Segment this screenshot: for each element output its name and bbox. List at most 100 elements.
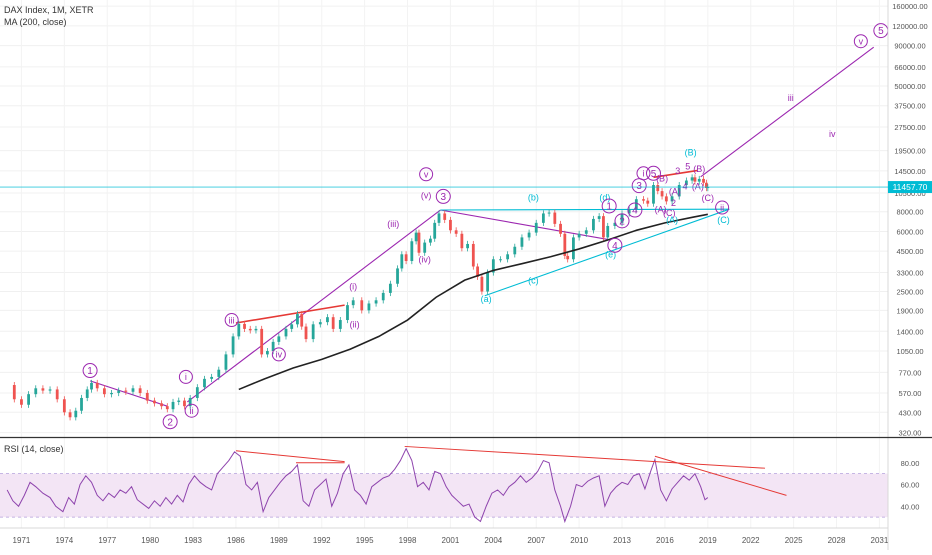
symbol-title[interactable]: DAX Index, 1M, XETR xyxy=(4,5,94,15)
wave-circle xyxy=(715,200,730,215)
candle-body xyxy=(404,254,408,262)
candle-body xyxy=(429,238,432,243)
candle-body xyxy=(410,241,414,262)
wave-label: 2 xyxy=(167,417,173,428)
wave-label: (b) xyxy=(528,192,539,202)
rsi-legend[interactable]: RSI (14, close) xyxy=(4,444,64,454)
price-tick-label: 1400.00 xyxy=(896,327,923,336)
time-tick-label: 2025 xyxy=(785,536,803,545)
time-tick-label: 1998 xyxy=(399,536,417,545)
candle-body xyxy=(566,255,570,260)
candle-body xyxy=(690,177,694,181)
rsi-trend-line xyxy=(654,455,787,496)
last-price-box xyxy=(888,181,932,194)
candle-body xyxy=(471,243,475,267)
candle-body xyxy=(237,323,241,337)
candle-body xyxy=(27,394,30,405)
candle-body xyxy=(602,216,605,238)
candle-body xyxy=(367,303,371,311)
candle-body xyxy=(646,200,650,204)
candle-body xyxy=(704,182,708,189)
wave-label: (iii) xyxy=(387,219,399,229)
candle-body xyxy=(300,314,304,327)
candle-body xyxy=(620,213,624,223)
price-tick-label: 1050.00 xyxy=(896,347,923,356)
price-tick-label: 4500.00 xyxy=(896,247,923,256)
wave-circle xyxy=(271,347,286,362)
wave-circle xyxy=(184,403,199,418)
candle-body xyxy=(513,246,517,255)
candle-body xyxy=(271,341,275,352)
candle-body xyxy=(541,213,545,223)
candle-body xyxy=(311,324,315,340)
candle-body xyxy=(466,243,469,249)
rsi-trend-line xyxy=(235,450,345,463)
trend-lines xyxy=(89,46,875,407)
price-tick-label: 430.00 xyxy=(899,408,922,417)
candle-body xyxy=(254,328,258,331)
rsi-line xyxy=(6,445,787,524)
candle-body xyxy=(34,388,38,395)
candle-body xyxy=(318,322,322,325)
wave-circle xyxy=(614,213,630,229)
candle-body xyxy=(80,397,83,411)
candle-body xyxy=(95,382,99,389)
candle-body xyxy=(460,233,464,249)
wave-label: 5 xyxy=(685,162,690,172)
candle-body xyxy=(660,191,664,197)
wave-label: (B) xyxy=(693,164,705,174)
ma-200-line xyxy=(238,213,708,391)
candle-body xyxy=(117,390,121,393)
time-tick-label: 2016 xyxy=(656,536,674,545)
price-tick-label: 120000.00 xyxy=(892,22,927,31)
candle-body xyxy=(351,300,355,306)
candle-body xyxy=(414,232,418,242)
wave-label: (A) xyxy=(669,186,681,196)
candle-body xyxy=(706,187,710,189)
candle-body xyxy=(346,305,349,321)
candle-body xyxy=(702,178,705,183)
price-tick-label: 1900.00 xyxy=(896,306,923,315)
candle-body xyxy=(606,225,610,238)
candle-body xyxy=(284,328,288,337)
candle-body xyxy=(331,317,335,329)
candle-body xyxy=(572,237,575,260)
candle-body xyxy=(417,232,421,253)
rsi-tick-label: 80.00 xyxy=(901,459,920,468)
wave-label: 4 xyxy=(632,206,638,217)
rsi-band xyxy=(0,473,888,518)
wave-label: 5 xyxy=(878,26,884,37)
wave-label: ii xyxy=(190,406,194,416)
ma-legend[interactable]: MA (200, close) xyxy=(4,17,67,27)
candle-body xyxy=(260,328,264,355)
candle-body xyxy=(153,400,156,404)
candle-body xyxy=(634,199,638,210)
wave-label: i xyxy=(642,169,644,179)
wave-label: (c) xyxy=(528,275,539,285)
candle-body xyxy=(74,410,78,418)
wave-label: 4 xyxy=(682,181,687,191)
candle-body xyxy=(177,400,181,402)
candle-body xyxy=(188,397,192,407)
candle-body xyxy=(400,254,404,269)
candle-body xyxy=(102,388,106,395)
candle-body xyxy=(592,218,595,231)
candle-body xyxy=(243,323,246,329)
candle-body xyxy=(62,399,66,413)
time-tick-label: 1989 xyxy=(270,536,288,545)
candle-body xyxy=(437,213,441,223)
candle-body xyxy=(85,389,89,398)
candle-body xyxy=(627,209,631,214)
wave-circle xyxy=(82,363,98,379)
price-tick-label: 3300.00 xyxy=(896,268,923,277)
candle-body xyxy=(277,336,281,342)
rsi-series-line xyxy=(6,447,709,524)
candle-body xyxy=(559,223,562,234)
wave-label: (B) xyxy=(685,148,697,158)
time-tick-label: 2010 xyxy=(570,536,588,545)
candle-body xyxy=(396,268,399,284)
